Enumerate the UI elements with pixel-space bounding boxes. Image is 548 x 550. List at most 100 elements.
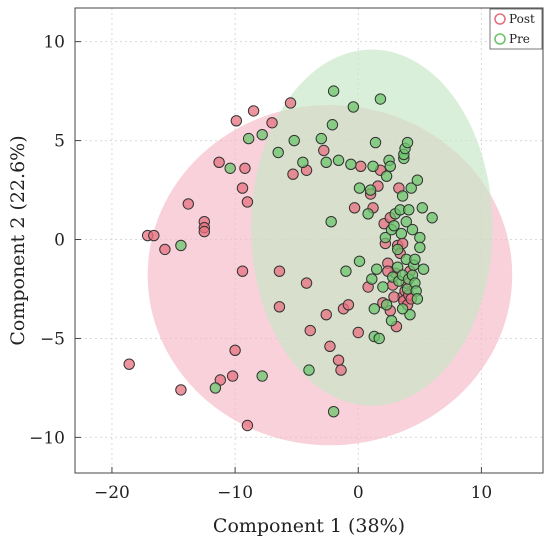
point-post [123,358,135,370]
point-pre [347,101,360,113]
point-pre [388,219,400,232]
legend-label-pre: Pre [509,32,530,46]
point-pre [417,263,430,275]
data-points [123,85,438,432]
point-pre [209,382,222,394]
point-pre [345,158,357,171]
point-post [273,301,286,313]
point-pre [325,216,337,228]
point-pre [379,231,392,244]
point-post [332,354,345,366]
point-pre [353,255,366,267]
point-post [287,168,299,180]
legend-label-post: Post [509,12,535,26]
point-post [284,97,297,109]
legend-marker-pre [494,33,506,45]
point-post [320,309,332,321]
point-pre [414,241,426,254]
point-post [241,419,254,432]
point-post [230,115,243,127]
point-pre [327,85,340,97]
point-pre [367,160,379,172]
point-pre [368,303,380,315]
point-post [335,364,347,376]
point-pre [405,182,417,194]
point-post [388,291,400,303]
point-pre [416,202,429,214]
point-pre [320,156,332,169]
point-post [213,156,225,169]
point-post [148,229,160,242]
point-post [239,162,251,174]
y-tick-label: 5 [54,132,65,152]
legend: Post Pre [489,8,543,50]
point-pre [362,208,374,220]
point-post [352,326,364,339]
point-pre [406,223,419,236]
y-axis-title: Component 2 (22.6%) [7,135,29,345]
x-axis-title: Component 1 (38%) [213,515,405,537]
point-pre [272,146,284,159]
point-pre [340,265,352,277]
legend-box [489,8,543,50]
point-post [226,370,239,382]
point-pre [224,162,236,174]
point-pre [369,136,382,149]
point-post [273,265,286,277]
point-post [318,144,330,157]
point-post [229,344,241,357]
point-post [266,117,278,129]
point-pre [366,273,378,285]
point-pre [403,204,415,216]
x-tick-label: 0 [353,483,364,503]
point-post [247,105,260,117]
y-tick-label: 0 [54,231,65,251]
point-pre [426,212,438,224]
x-tick-label: −20 [94,483,130,503]
point-pre [364,184,377,196]
point-pre [380,299,393,311]
point-pre [332,154,345,167]
point-pre [414,231,426,244]
point-post [355,160,367,172]
point-pre [380,170,393,182]
confidence-ellipses [147,49,513,446]
point-pre [396,303,409,315]
point-pre [404,309,416,321]
point-pre [385,314,398,327]
point-pre [315,132,328,145]
x-tick-label: 10 [471,483,493,503]
point-post [241,196,254,208]
point-post [324,340,336,353]
point-post [236,182,249,194]
ellipse-pre [251,49,493,406]
y-tick-label: 10 [43,33,65,53]
point-pre [303,364,315,376]
point-pre [327,405,340,418]
point-pre [395,227,408,240]
point-pre [377,281,389,293]
x-tick-label: −10 [217,483,253,503]
point-post [300,277,313,289]
point-pre [409,253,421,265]
point-post [159,243,171,256]
point-pre [288,134,300,147]
point-pre [411,174,424,186]
point-pre [256,370,268,382]
point-pre [353,182,366,194]
y-tick-label: −5 [40,329,65,349]
point-pre [373,332,385,345]
plot-frame [74,7,544,474]
point-pre [256,128,268,141]
y-tick-label: −10 [29,428,65,448]
point-post [236,265,249,277]
point-pre [297,156,309,169]
point-pre [391,243,404,256]
axis-ticks: −20 −10 0 10 −10 −5 0 5 10 [29,33,492,503]
point-pre [396,190,409,202]
point-pre [326,119,339,131]
point-pre [411,293,424,305]
point-pre [175,239,187,252]
point-post [175,384,187,396]
